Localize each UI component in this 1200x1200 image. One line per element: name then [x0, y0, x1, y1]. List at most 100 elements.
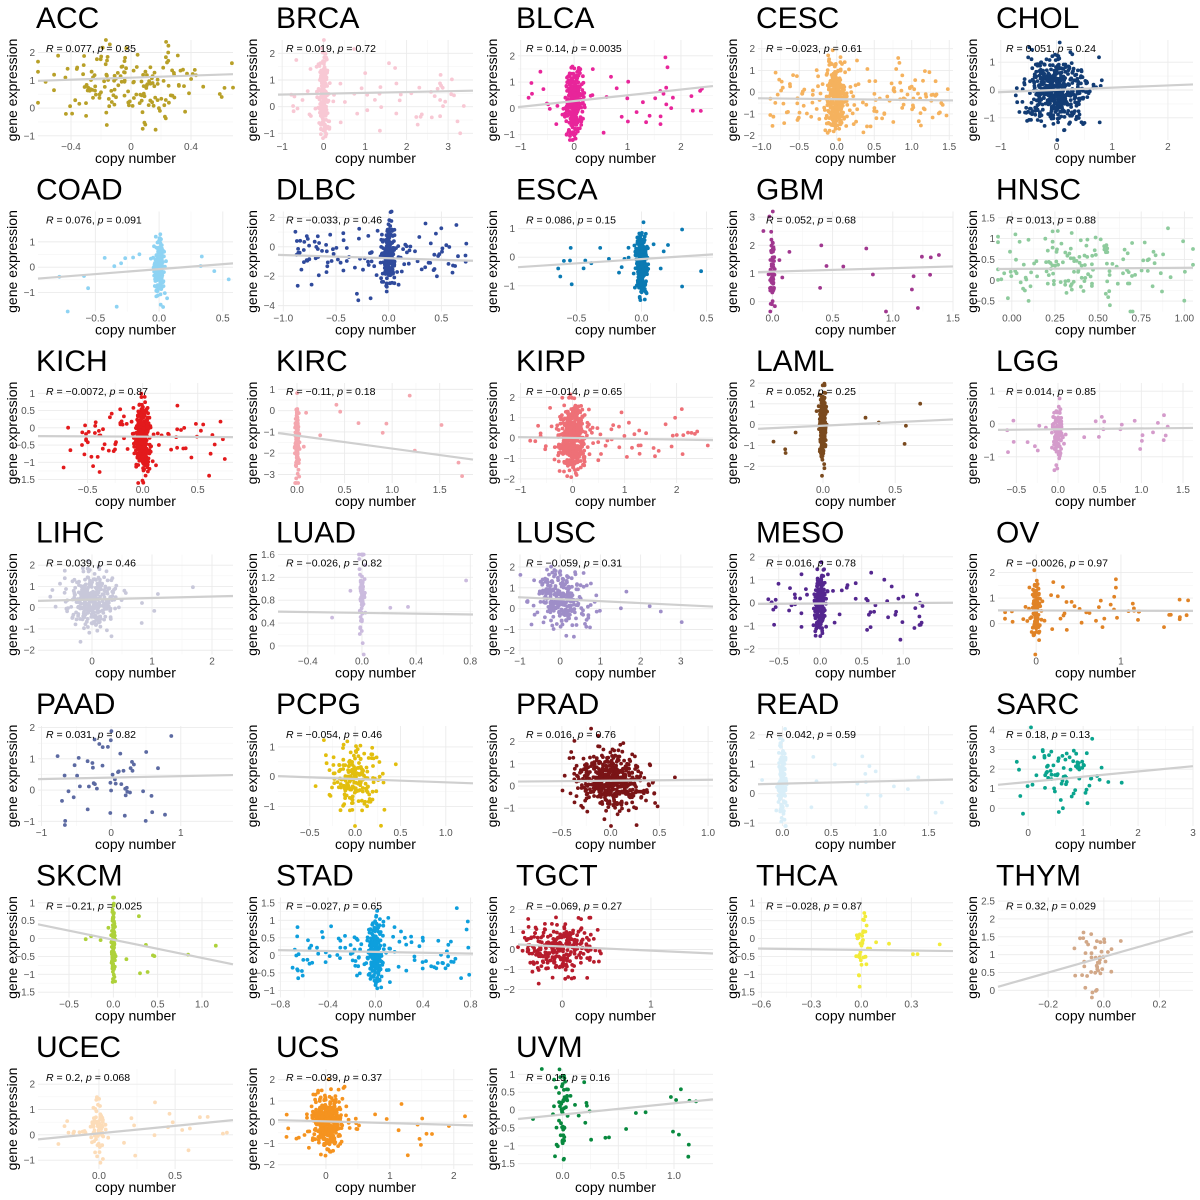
data-point [1082, 435, 1087, 440]
data-point [899, 88, 904, 93]
data-point [897, 61, 902, 65]
data-point [327, 119, 332, 124]
data-point [579, 123, 584, 127]
data-point [1097, 435, 1101, 439]
data-point [99, 54, 104, 59]
data-point [363, 71, 368, 75]
data-point [541, 87, 546, 91]
data-point [324, 131, 328, 136]
y-axis-title: gene expression [484, 39, 500, 142]
data-point [566, 411, 570, 416]
data-point [1145, 269, 1150, 273]
data-point [1065, 253, 1070, 258]
data-point [155, 288, 160, 293]
r-value: = −0.0072, [54, 386, 110, 398]
data-point [637, 296, 642, 300]
data-point [833, 116, 838, 121]
regression-line [37, 262, 234, 280]
data-point [666, 243, 670, 247]
data-point [880, 116, 884, 121]
data-point [1166, 226, 1170, 231]
data-point [565, 80, 570, 85]
data-point [560, 413, 564, 418]
data-point [1020, 100, 1025, 104]
data-point [301, 444, 306, 449]
data-point [769, 229, 774, 234]
data-point [916, 306, 920, 310]
data-point [766, 272, 771, 277]
data-point [315, 234, 320, 239]
data-point [93, 88, 97, 93]
data-point [801, 103, 806, 108]
stat-label: R = −0.014, p = 0.65 [526, 386, 622, 398]
data-point [1082, 279, 1087, 283]
data-point [579, 82, 584, 87]
data-point [1014, 271, 1019, 276]
data-point [151, 255, 156, 260]
data-point [588, 428, 592, 432]
data-point [617, 445, 622, 450]
data-point [1024, 110, 1029, 115]
y-tick-label: −1 [984, 452, 996, 463]
data-point [568, 112, 573, 116]
data-point [1055, 449, 1060, 454]
data-point [823, 438, 828, 442]
data-point [440, 249, 444, 254]
data-point [1093, 235, 1098, 240]
data-point [141, 91, 146, 96]
data-point [136, 409, 141, 414]
data-point [526, 95, 531, 100]
data-point [1055, 466, 1060, 471]
data-point [680, 284, 684, 289]
data-point [1076, 109, 1081, 114]
data-point [369, 259, 374, 264]
data-point [569, 425, 574, 430]
data-point [294, 449, 299, 454]
panel-title: HNSC [996, 174, 1081, 207]
data-point [562, 403, 567, 408]
data-point [567, 92, 572, 97]
data-point [140, 422, 145, 426]
data-point [827, 57, 831, 62]
data-point [440, 246, 445, 251]
data-point [435, 274, 439, 279]
data-point [201, 422, 206, 427]
y-tick-label: 0 [509, 253, 515, 264]
data-point [841, 264, 846, 269]
gridlines [758, 40, 953, 140]
regression-line [517, 253, 714, 269]
data-point [1050, 422, 1055, 427]
data-point [579, 419, 583, 423]
data-point [116, 83, 121, 88]
data-point [564, 132, 569, 137]
data-point [1059, 66, 1064, 71]
data-point [811, 88, 815, 93]
panel-title: GBM [756, 174, 824, 207]
data-point [533, 439, 538, 444]
data-point [549, 424, 554, 429]
data-point [839, 111, 843, 115]
data-point [872, 106, 877, 110]
data-point [153, 95, 158, 100]
data-point [312, 239, 317, 244]
data-point [130, 431, 135, 436]
y-tick-label: 1 [749, 399, 755, 410]
data-point [923, 69, 927, 73]
data-point [458, 131, 463, 136]
data-point [837, 137, 842, 142]
data-point [319, 132, 323, 137]
panel-title: LAML [756, 345, 834, 378]
data-point [577, 91, 582, 96]
data-point [207, 473, 212, 478]
data-point [574, 406, 578, 411]
data-point [569, 407, 574, 411]
data-point [1056, 262, 1060, 267]
y-tick-label: 0 [749, 420, 755, 431]
data-point [1140, 439, 1144, 443]
data-point [309, 282, 314, 287]
data-point [324, 243, 328, 247]
data-point [124, 422, 129, 426]
panel-coad: −101−0.5 0.0 0.5R = 0.076, p = 0.091COADco… [4, 174, 234, 338]
data-point [385, 276, 389, 281]
data-point [153, 234, 158, 239]
